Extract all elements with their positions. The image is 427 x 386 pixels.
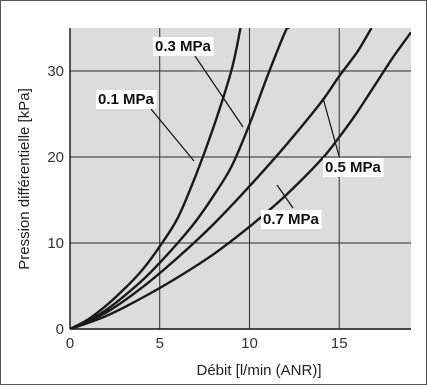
label-leader-lines — [150, 55, 340, 209]
x-tick-label: 0 — [66, 335, 74, 352]
curve-0-7-mpa — [70, 31, 411, 329]
y-tick-label: 30 — [47, 63, 64, 80]
x-tick-labels: 0 5 10 15 — [66, 335, 348, 352]
leader-line — [150, 108, 195, 162]
curve-label: 0.5 MPa — [325, 159, 382, 176]
leader-line — [322, 97, 340, 157]
x-axis-title: Débit [l/min (ANR)] — [196, 362, 321, 379]
plot-area — [70, 28, 411, 329]
x-tick-label: 5 — [156, 335, 164, 352]
curve-label: 0.7 MPa — [263, 211, 320, 228]
y-tick-label: 20 — [47, 149, 64, 166]
curve-label-background — [261, 210, 322, 229]
y-tick-label: 0 — [56, 321, 64, 338]
curve-0-3-mpa — [70, 28, 291, 329]
curve-label-background — [323, 158, 384, 177]
leader-line — [194, 55, 244, 128]
curve-0-5-mpa — [70, 28, 373, 329]
curves — [70, 28, 411, 329]
curve-label: 0.3 MPa — [155, 38, 212, 55]
y-tick-label: 10 — [47, 235, 64, 252]
x-tick-label: 15 — [331, 335, 348, 352]
curve-label: 0.1 MPa — [98, 91, 155, 108]
curve-0-1-mpa — [70, 28, 242, 329]
y-tick-labels: 0 10 20 30 — [47, 63, 64, 338]
curve-label-background — [96, 90, 157, 109]
y-axis-title: Pression différentielle [kPa] — [16, 88, 33, 270]
curve-labels: 0.1 MPa 0.3 MPa 0.5 MPa 0.7 MPa — [96, 37, 384, 229]
leader-line — [276, 184, 294, 209]
x-tick-label: 10 — [241, 335, 258, 352]
curve-label-background — [153, 37, 214, 56]
